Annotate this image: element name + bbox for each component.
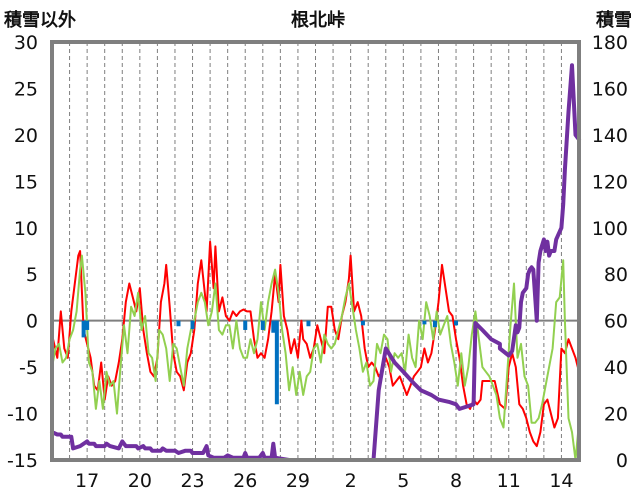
precip-bar	[176, 320, 181, 327]
right-tick-label: 180	[592, 32, 628, 54]
right-axis-label: 積雪	[595, 9, 632, 31]
right-tick-label: 20	[604, 404, 628, 426]
left-tick-label: -15	[7, 450, 38, 472]
chart-title: 根北峠	[291, 9, 345, 31]
x-tick-label: 29	[286, 470, 310, 492]
right-tick-label: 160	[592, 78, 628, 100]
precip-bar	[454, 320, 459, 326]
x-tick-label: 20	[128, 470, 152, 492]
x-tick-label: 11	[497, 470, 521, 492]
precip-bar	[260, 320, 265, 330]
x-tick-label: 17	[75, 470, 99, 492]
x-tick-label: 26	[233, 470, 257, 492]
plot-background	[52, 42, 579, 460]
plot-frame	[50, 40, 581, 462]
x-tick-label: 8	[450, 470, 462, 492]
right-tick-label: 40	[604, 357, 628, 379]
right-tick-label: 140	[592, 125, 628, 147]
left-axis-label: 積雪以外	[3, 9, 76, 31]
plot-area: 302520151050-5-10-1518016014012010080604…	[7, 32, 628, 492]
precip-bar	[432, 320, 437, 328]
x-tick-label: 23	[180, 470, 204, 492]
precip-bar	[306, 320, 311, 327]
left-tick-label: -10	[7, 404, 38, 426]
left-tick-label: 30	[14, 32, 38, 54]
precip-bar	[360, 320, 365, 326]
x-tick-label: 14	[549, 470, 573, 492]
left-tick-label: 5	[26, 264, 38, 286]
precip-bar	[271, 320, 276, 333]
left-tick-label: 20	[14, 125, 38, 147]
series-line-temp_min	[51, 254, 580, 461]
left-tick-label: 0	[26, 311, 38, 333]
precip-bar	[274, 320, 279, 405]
right-tick-label: 120	[592, 171, 628, 193]
right-tick-label: 100	[592, 218, 628, 240]
x-tick-label: 2	[345, 470, 357, 492]
left-tick-label: 10	[14, 218, 38, 240]
left-tick-label: 15	[14, 171, 38, 193]
left-tick-label: 25	[14, 78, 38, 100]
right-tick-label: 0	[616, 450, 628, 472]
precip-bar	[243, 320, 248, 330]
right-tick-label: 60	[604, 311, 628, 333]
series-line-temp_max	[51, 240, 580, 448]
precip-bar	[85, 320, 90, 330]
right-tick-label: 80	[604, 264, 628, 286]
left-tick-label: -5	[19, 357, 38, 379]
x-tick-label: 5	[397, 470, 409, 492]
precip-bar	[422, 320, 427, 325]
precip-bar	[81, 320, 86, 338]
precip-bar	[190, 320, 195, 330]
